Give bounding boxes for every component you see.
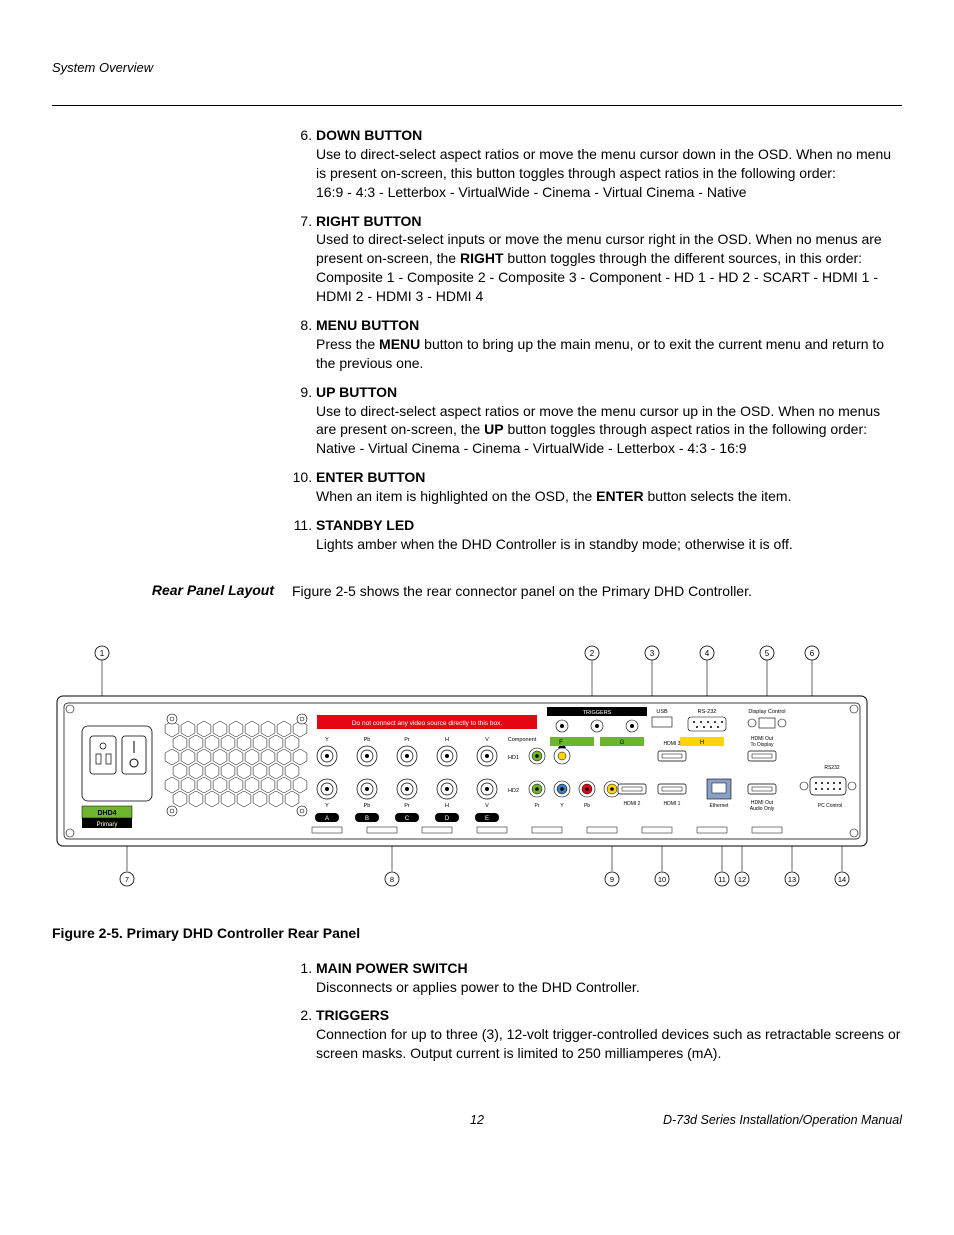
svg-text:V: V [485,803,489,809]
svg-text:E: E [485,816,489,822]
item-title: RIGHT BUTTON [316,213,422,229]
item-body: Press the MENU button to bring up the ma… [316,335,902,373]
item-title: STANDBY LED [316,517,414,533]
rear-panel-intro: Figure 2-5 shows the rear connector pane… [292,582,902,601]
svg-text:H: H [700,740,704,746]
svg-text:8: 8 [390,875,394,884]
svg-text:2: 2 [590,649,595,658]
svg-text:HD1: HD1 [508,755,519,761]
list-item: RIGHT BUTTONUsed to direct-select inputs… [316,212,902,306]
svg-text:RS232: RS232 [824,765,840,771]
svg-text:Pb: Pb [364,803,371,809]
list-item: MENU BUTTON Press the MENU button to brin… [316,316,902,373]
svg-text:HDMI 3: HDMI 3 [664,741,681,747]
svg-text:Audio Only: Audio Only [750,806,775,812]
svg-text:C: C [405,816,410,822]
svg-text:3: 3 [650,649,655,658]
svg-text:11: 11 [718,875,726,884]
svg-text:12: 12 [738,875,746,884]
svg-text:A: A [325,816,329,822]
svg-text:To Display: To Display [750,742,774,748]
rear-panel-description-list: MAIN POWER SWITCH Disconnects or applies … [292,959,902,1063]
side-heading-rear-panel: Rear Panel Layout [152,582,274,598]
item-body: Connection for up to three (3), 12-volt … [316,1025,902,1063]
svg-text:Display Control: Display Control [748,709,785,715]
item-title: MAIN POWER SWITCH [316,960,468,976]
item-title: TRIGGERS [316,1007,389,1023]
list-item: TRIGGERS Connection for up to three (3), … [316,1006,902,1063]
svg-text:F: F [559,740,563,746]
figure-caption: Figure 2-5. Primary DHD Controller Rear … [52,925,902,941]
svg-text:1: 1 [100,649,105,658]
svg-text:B: B [365,816,369,822]
figure-2-5: 123456DHD4PrimaryDo not connect any vide… [52,641,902,901]
svg-text:Y: Y [325,737,329,743]
svg-text:Pb: Pb [364,737,371,743]
svg-text:6: 6 [810,649,815,658]
manual-title: D-73d Series Installation/Operation Manu… [663,1113,902,1127]
svg-text:Pr: Pr [535,803,540,809]
button-description-list: DOWN BUTTON Use to direct-select aspect r… [292,126,902,554]
svg-text:9: 9 [610,875,614,884]
item-title: ENTER BUTTON [316,469,425,485]
svg-text:7: 7 [125,875,129,884]
svg-text:V: V [485,737,489,743]
svg-text:HD2: HD2 [508,788,519,794]
svg-text:H: H [445,737,449,743]
svg-text:10: 10 [658,875,666,884]
item-body: Lights amber when the DHD Controller is … [316,535,902,554]
svg-text:Pb: Pb [584,803,590,809]
svg-text:USB: USB [656,709,668,715]
svg-text:Ethernet: Ethernet [710,803,730,809]
svg-text:H: H [445,803,449,809]
svg-text:HDMI 2: HDMI 2 [624,801,641,807]
svg-text:4: 4 [705,649,710,658]
item-title: DOWN BUTTON [316,127,422,143]
item-body: Use to direct-select aspect ratios or mo… [316,402,902,459]
item-body: Disconnects or applies power to the DHD … [316,978,902,997]
svg-text:Component: Component [508,737,537,743]
svg-text:Pr: Pr [404,803,410,809]
svg-text:DHD4: DHD4 [97,810,116,817]
item-body: Use to direct-select aspect ratios or mo… [316,145,902,202]
svg-text:PC Control: PC Control [818,803,842,809]
svg-text:HDMI 1: HDMI 1 [664,801,681,807]
header-rule [52,105,902,106]
svg-text:Do not connect any video sourc: Do not connect any video source directly… [352,720,502,727]
svg-text:Primary: Primary [97,822,118,828]
list-item: ENTER BUTTON When an item is highlighted … [316,468,902,506]
svg-text:Y: Y [325,803,329,809]
item-title: UP BUTTON [316,384,397,400]
svg-text:14: 14 [838,875,846,884]
running-head: System Overview [52,60,902,75]
svg-text:Pr: Pr [404,737,410,743]
list-item: STANDBY LED Lights amber when the DHD Con… [316,516,902,554]
item-body: Used to direct-select inputs or move the… [316,230,902,306]
item-title: MENU BUTTON [316,317,419,333]
page-footer: 12 D-73d Series Installation/Operation M… [52,1113,902,1127]
svg-text:RS-232: RS-232 [698,709,717,715]
item-body: When an item is highlighted on the OSD, … [316,487,902,506]
svg-text:13: 13 [788,875,796,884]
list-item: UP BUTTON Use to direct-select aspect rat… [316,383,902,459]
svg-text:TRIGGERS: TRIGGERS [583,710,612,716]
list-item: DOWN BUTTON Use to direct-select aspect r… [316,126,902,202]
svg-text:D: D [445,816,450,822]
list-item: MAIN POWER SWITCH Disconnects or applies … [316,959,902,997]
svg-text:G: G [620,740,625,746]
svg-text:5: 5 [765,649,770,658]
